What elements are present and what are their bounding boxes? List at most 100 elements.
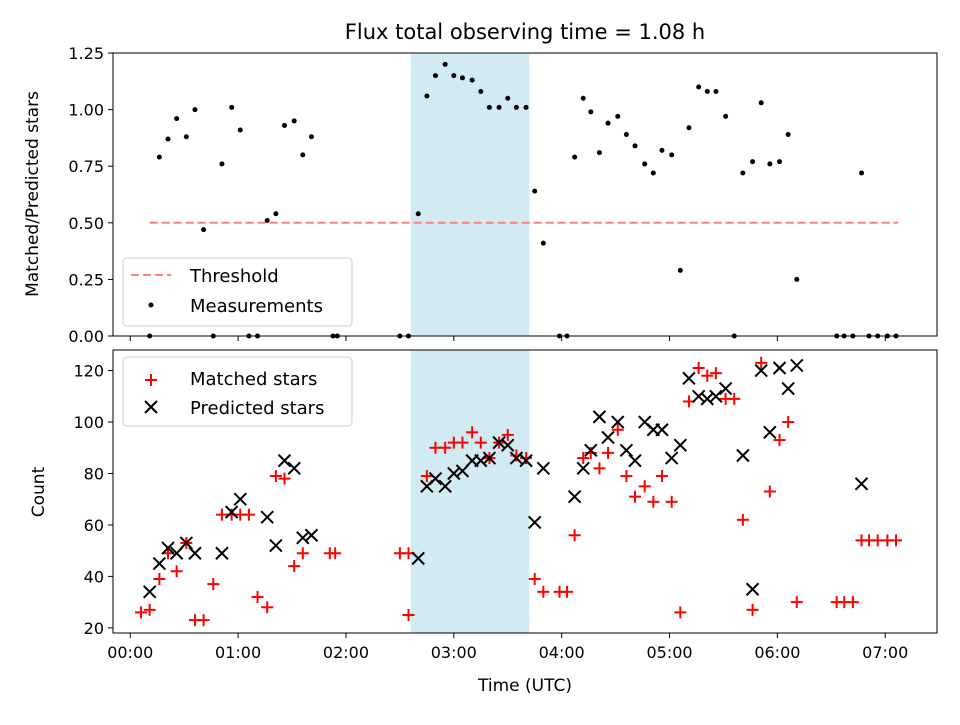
matched-star-point [647, 495, 660, 508]
matched-star-point [242, 508, 255, 521]
matched-star-point [584, 446, 597, 459]
predicted-star-point [188, 546, 202, 560]
measurement-point [201, 227, 207, 233]
ratio-panel-frame [112, 52, 938, 337]
x-tick-label: 04:00 [539, 643, 585, 662]
measurement-point [165, 136, 171, 142]
ratio-panel: 0.00 0.25 0.50 0.75 1.00 1.25 Matched/Predict… [23, 44, 938, 346]
legend-measurements-swatch [148, 302, 154, 308]
matched-star-point [746, 603, 759, 616]
matched-star-point [701, 369, 714, 382]
predicted-star-point [269, 538, 283, 553]
predicted-star-point [781, 381, 795, 396]
predicted-star-point [224, 505, 239, 519]
ratio-y-tick-label: 0.50 [68, 214, 104, 233]
predicted-star-point [718, 381, 733, 396]
ratio-y-tick-label: 0.75 [68, 157, 104, 176]
predicted-star-point [628, 453, 642, 468]
matched-star-point [135, 606, 148, 619]
measurement-point [523, 104, 529, 110]
measurement-point [677, 267, 683, 273]
predicted-star-point [509, 451, 524, 465]
predicted-star-point [215, 546, 229, 560]
measurement-point [650, 170, 656, 176]
predicted-star-point [709, 389, 723, 404]
count-y-tick-label: 80 [84, 464, 104, 483]
predicted-star-point [772, 361, 787, 375]
matched-star-point [655, 470, 668, 483]
predicted-star-point [179, 536, 194, 550]
measurement-point [859, 170, 865, 176]
predicted-star-point [304, 528, 319, 542]
measurement-point [281, 122, 287, 128]
measurement-point [442, 61, 448, 67]
ratio-y-tick-label: 1.25 [68, 44, 104, 63]
measurement-point [486, 104, 492, 110]
predicted-star-point [754, 363, 768, 378]
predicted-star-point [536, 461, 551, 476]
matched-star-point [528, 572, 541, 585]
legend-measurements-label: Measurements [190, 296, 323, 317]
measurement-point [432, 73, 438, 79]
count-y-tick-label: 100 [73, 413, 104, 432]
count-y-tick-label: 40 [84, 567, 104, 586]
measurement-point [669, 152, 675, 158]
matched-star-point [537, 585, 550, 598]
predicted-star-point [519, 453, 533, 468]
matched-star-point [402, 608, 415, 621]
predicted-star-point [736, 448, 750, 463]
matched-star-point [153, 572, 166, 585]
measurement-point [758, 100, 764, 106]
measurement-point [750, 159, 756, 165]
matched-star-point [501, 428, 514, 441]
predicted-star-point [763, 425, 777, 440]
predicted-star-point [745, 582, 760, 596]
predicted-star-point [700, 392, 714, 406]
measurement-point [291, 118, 297, 124]
x-tick-label: 06:00 [754, 643, 800, 662]
predicted-star-point [576, 461, 590, 476]
predicted-star-point [447, 466, 461, 481]
predicted-star-point [411, 551, 425, 566]
matched-star-point [474, 436, 487, 449]
x-tick-label: 07:00 [862, 643, 908, 662]
ratio-x-ticks [129, 336, 886, 341]
matched-star-point [638, 480, 651, 493]
x-tick-label: 05:00 [646, 643, 692, 662]
ratio-y-tick-label: 1.00 [68, 101, 104, 120]
measurement-point [540, 240, 546, 246]
x-axis-label: Time (UTC) [477, 676, 572, 696]
measurement-point [723, 113, 729, 119]
x-tick-label: 01:00 [215, 643, 261, 662]
predicted-star-point [611, 415, 625, 429]
predicted-star-point [296, 531, 310, 545]
matched-star-point [466, 426, 479, 439]
count-points [135, 356, 903, 627]
count-y-tick-label: 120 [73, 362, 104, 381]
predicted-star-point [474, 453, 488, 468]
measurement-point [308, 134, 314, 140]
matched-star-point [846, 596, 859, 609]
predicted-star-point [501, 438, 515, 452]
count-y-ticks: 20 40 60 80 100 120 [73, 362, 113, 638]
matched-star-point [561, 585, 574, 598]
measurement-point [740, 170, 746, 176]
predicted-star-point [854, 477, 869, 491]
count-panel: 20 40 60 80 100 120 00:00 01:00 02:00 03:00 04:00… [29, 349, 938, 696]
matched-star-point [593, 462, 606, 475]
predicted-star-point [161, 541, 175, 555]
count-y-tick-label: 20 [84, 619, 104, 638]
matched-star-point [439, 441, 452, 454]
measurement-point [192, 107, 198, 113]
legend-matched-label: Matched stars [190, 369, 317, 390]
predicted-star-point [438, 479, 452, 494]
matched-star-point [251, 590, 264, 603]
measurement-point [229, 104, 235, 110]
predicted-star-point [691, 389, 706, 404]
matched-star-point [296, 547, 309, 560]
matched-star-point [755, 356, 768, 369]
predicted-star-point [567, 489, 582, 504]
measurement-point [615, 113, 621, 119]
matched-star-point [577, 452, 590, 465]
